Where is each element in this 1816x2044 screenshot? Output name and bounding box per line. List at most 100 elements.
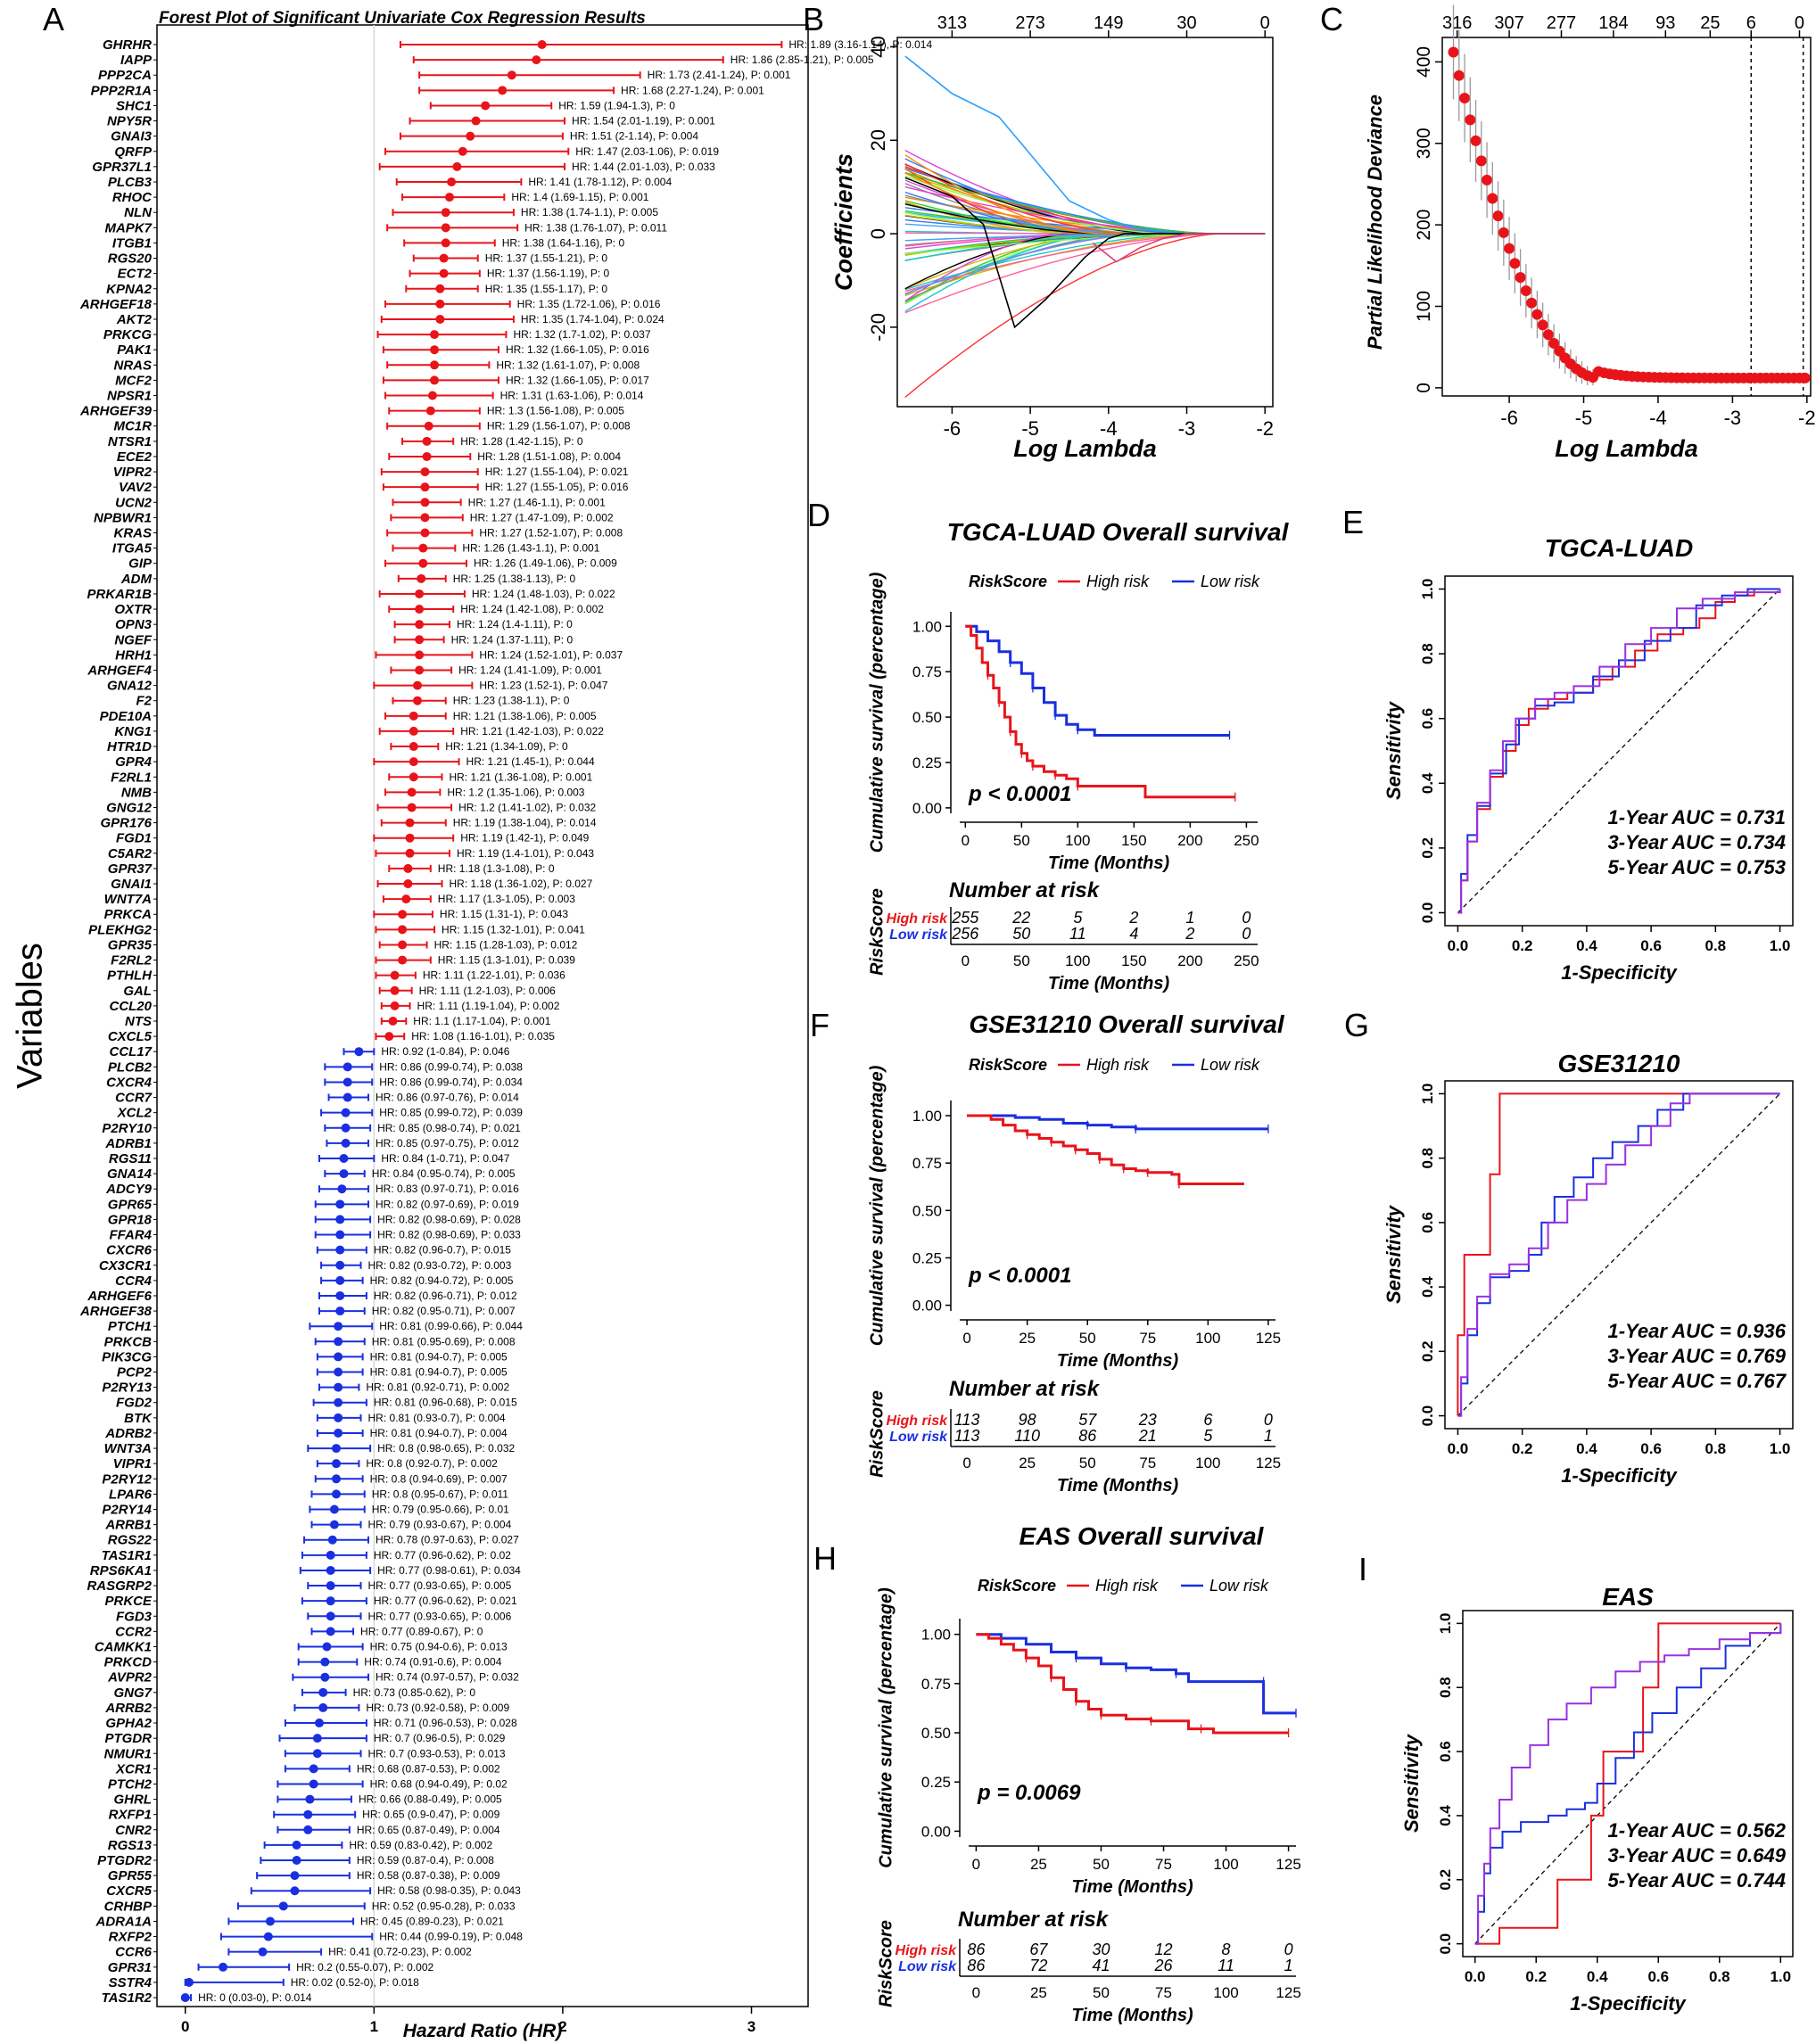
x-tick-label: 0 <box>181 2018 189 2035</box>
hr-point <box>303 1825 313 1834</box>
x-tick-label: 50 <box>1013 832 1030 849</box>
deviance-point <box>1526 297 1538 309</box>
hr-point <box>409 772 418 782</box>
hr-point <box>398 910 408 919</box>
gene-label: F2RL1 <box>111 770 152 785</box>
hr-annotation: HR: 1.27 (1.46-1.1), P: 0.001 <box>468 496 606 508</box>
hr-point <box>390 970 400 980</box>
risk-table-count: 72 <box>1029 1957 1047 1974</box>
hr-point <box>415 650 425 660</box>
risk-table-count: 0 <box>1264 1411 1273 1429</box>
km-curve-high-risk <box>965 624 1235 799</box>
hr-point <box>439 253 449 263</box>
hr-point <box>334 1428 343 1438</box>
hr-annotation: HR: 1.73 (2.41-1.24), P: 0.001 <box>648 69 791 81</box>
roc-auc-label: 3-Year AUC = 0.734 <box>1607 831 1786 853</box>
hr-annotation: HR: 0.73 (0.85-0.62), P: 0 <box>353 1686 476 1699</box>
hr-annotation: HR: 0.81 (0.94-0.7), P: 0.005 <box>370 1350 508 1363</box>
hr-annotation: HR: 0.85 (0.99-0.72), P: 0.039 <box>379 1107 523 1119</box>
risk-table-time-label: 100 <box>1195 1455 1220 1471</box>
x-tick-label: -3 <box>1724 407 1742 429</box>
roc-auc-label: 1-Year AUC = 0.562 <box>1607 1819 1786 1842</box>
roc-y-axis-title: Sensitivity <box>1383 700 1405 800</box>
gene-label: KPNA2 <box>106 282 153 297</box>
km-x-axis-title: Time (Months) <box>1071 1877 1193 1897</box>
roc-frame <box>1462 1610 1794 1957</box>
gene-label: CCR6 <box>115 1945 152 1960</box>
y-tick-label: 0.75 <box>912 663 942 680</box>
hr-point <box>303 1809 313 1819</box>
hr-annotation: HR: 0 (0.03-0), P: 0.014 <box>198 1991 312 2004</box>
risk-table-group-label: Low risk <box>898 1959 957 1974</box>
hr-annotation: HR: 0.8 (0.95-0.67), P: 0.011 <box>372 1488 509 1500</box>
roc-auc-label: 5-Year AUC = 0.753 <box>1607 856 1786 878</box>
hr-point <box>326 1550 335 1560</box>
panel-letter-d: D <box>807 497 830 533</box>
gene-label: PCP2 <box>117 1365 153 1381</box>
y-tick-label: 0.0 <box>1437 1933 1454 1955</box>
hr-annotation: HR: 1.38 (1.76-1.07), P: 0.011 <box>524 221 667 234</box>
hr-point <box>184 1977 194 1987</box>
x-tick-label: 25 <box>1019 1330 1036 1347</box>
hr-annotation: HR: 1.86 (2.85-1.21), P: 0.005 <box>731 54 874 66</box>
km-pvalue: p < 0.0001 <box>968 782 1071 806</box>
y-tick-label: 0.00 <box>921 1823 951 1840</box>
risk-table-count: 50 <box>1012 925 1030 943</box>
top-tick-label: 184 <box>1598 13 1628 33</box>
hr-point <box>481 101 491 111</box>
hr-point <box>337 1184 347 1194</box>
y-tick-label: 0.25 <box>912 754 942 771</box>
y-tick-label: 1.00 <box>912 1108 942 1125</box>
coef-plot-frame <box>896 37 1274 408</box>
x-tick-label: -4 <box>1649 407 1667 429</box>
hr-point <box>403 863 413 873</box>
risk-table-count: 0 <box>1284 1941 1293 1958</box>
hr-point <box>326 1627 335 1636</box>
y-tick-label: 0 <box>1414 383 1434 393</box>
hr-point <box>420 513 430 523</box>
km-legend-low-label: Low risk <box>1201 1056 1260 1074</box>
x-tick-label: 0.4 <box>1576 1440 1597 1457</box>
km-curve-low-risk <box>967 1114 1268 1131</box>
hr-point <box>334 1352 343 1362</box>
gene-label: ECT2 <box>118 267 153 282</box>
hr-point <box>258 1947 268 1957</box>
y-tick-label: 0.50 <box>912 1202 942 1219</box>
hr-annotation: HR: 1.26 (1.49-1.06), P: 0.009 <box>474 557 617 570</box>
hr-annotation: HR: 1.35 (1.74-1.04), P: 0.024 <box>521 313 664 326</box>
hr-annotation: HR: 0.59 (0.87-0.4), P: 0.008 <box>357 1854 494 1867</box>
y-tick-label: 0.6 <box>1419 1212 1436 1233</box>
risk-table-count: 8 <box>1222 1941 1231 1958</box>
gene-label: ADRB2 <box>104 1426 152 1441</box>
roc-curve-5-year <box>1474 1623 1782 1945</box>
roc-x-axis-title: 1-Specificity <box>1561 961 1678 984</box>
gene-label: PLCB3 <box>108 175 153 190</box>
risk-table-count: 1 <box>1185 909 1194 927</box>
hr-annotation: HR: 1.31 (1.63-1.06), P: 0.014 <box>500 390 644 402</box>
roc-diagonal <box>1474 1622 1781 1945</box>
hr-annotation: HR: 1.18 (1.36-1.02), P: 0.027 <box>450 878 593 890</box>
gene-label: GIP <box>128 556 153 572</box>
coef-path <box>904 233 1266 305</box>
hr-annotation: HR: 0.02 (0.52-0), P: 0.018 <box>291 1976 419 1989</box>
y-tick-label: 0.8 <box>1419 643 1436 664</box>
hr-point <box>335 1290 345 1300</box>
hr-point <box>309 1764 318 1774</box>
hr-point <box>326 1565 335 1575</box>
hr-annotation: HR: 1.28 (1.42-1.15), P: 0 <box>460 435 583 448</box>
hr-point <box>332 1489 342 1499</box>
hr-point <box>444 193 454 202</box>
gene-label: LPAR6 <box>109 1487 153 1502</box>
gene-label: NMUR1 <box>104 1746 152 1761</box>
gene-label: P2RY13 <box>102 1381 152 1396</box>
x-tick-label: 0.8 <box>1709 1968 1730 1985</box>
risk-table-count: 6 <box>1203 1411 1213 1429</box>
deviance-point <box>1799 372 1811 383</box>
hr-annotation: HR: 0.65 (0.9-0.47), P: 0.009 <box>362 1809 499 1821</box>
km-x-axis-title: Time (Months) <box>1057 1351 1179 1371</box>
gene-label: PRKCG <box>103 327 153 342</box>
top-tick-label: 25 <box>1700 13 1720 33</box>
hr-annotation: HR: 1.21 (1.34-1.09), P: 0 <box>445 740 568 753</box>
x-axis-title: Log Lambda <box>1555 435 1698 462</box>
gene-label: PRKAR1B <box>87 587 152 602</box>
